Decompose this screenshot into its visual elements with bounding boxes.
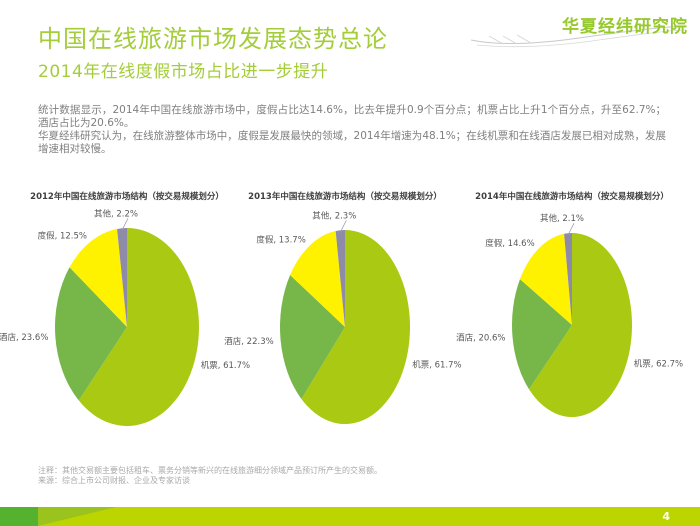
pie-slice-other <box>117 228 127 327</box>
pie-slice-vacation <box>290 231 345 327</box>
pie-slice-vacation <box>69 228 127 327</box>
chart-title-2014: 2014年中国在线旅游市场结构（按交易规模划分） <box>475 192 669 202</box>
pie-label-hotel: 酒店, 20.6% <box>456 332 505 343</box>
pie-leader-line <box>339 220 347 233</box>
pie-label-air-ticket: 机票, 62.7% <box>634 359 683 370</box>
chart-2012: 2012年中国在线旅游市场结构（按交易规模划分） 机票, 61.7% 酒店, 23… <box>0 190 250 440</box>
pie-slice-other <box>335 230 345 327</box>
pie-chart-2014: 机票, 62.7% 酒店, 20.6% 度假, 14.6% 其他, 2.1% <box>456 213 683 417</box>
pie-label-air-ticket: 机票, 61.7% <box>201 360 250 371</box>
pie-slice-hotel <box>55 267 127 401</box>
pie-label-hotel: 酒店, 23.6% <box>0 332 48 343</box>
page-title: 中国在线旅游市场发展态势总论 <box>38 25 388 53</box>
pie-label-vacation: 度假, 13.7% <box>256 235 305 246</box>
bottom-bar-accent-triangle <box>38 507 116 526</box>
logo-text: 华夏经纬研究院 <box>562 17 688 37</box>
pie-label-vacation: 度假, 12.5% <box>38 231 87 242</box>
pie-slice-air-ticket <box>78 228 200 426</box>
pie-chart-2013: 机票, 61.7% 酒店, 22.3% 度假, 13.7% 其他, 2.3% <box>224 210 462 424</box>
intro-text: 统计数据显示，2014年中国在线旅游市场中，度假占比达14.6%，比去年提升0.… <box>38 104 666 156</box>
logo: 华夏经纬研究院 <box>470 10 690 52</box>
logo-swoosh-icon <box>470 25 686 48</box>
pie-label-hotel: 酒店, 22.3% <box>224 336 273 347</box>
pie-slice-vacation <box>519 233 572 325</box>
chart-title-2013: 2013年中国在线旅游市场结构（按交易规模划分） <box>248 192 442 202</box>
pie-label-vacation: 度假, 14.6% <box>485 238 534 249</box>
footnote-note: 注释：其他交易额主要包括租车、票务分销等新兴的在线旅游细分领域产品预订所产生的交… <box>38 466 382 475</box>
pie-label-air-ticket: 机票, 61.7% <box>412 359 461 370</box>
pie-leader-line <box>567 223 575 236</box>
pie-slice-air-ticket <box>529 233 632 417</box>
chart-2013: 2013年中国在线旅游市场结构（按交易规模划分） 机票, 61.7% 酒店, 22… <box>224 190 462 440</box>
footnote-source: 来源：综合上市公司财报、企业及专家访谈 <box>38 476 190 485</box>
intro-paragraph-2: 华夏经纬研究认为，在线旅游整体市场中，度假是发展最快的领域，2014年增速为48… <box>38 130 666 155</box>
chart-2014: 2014年中国在线旅游市场结构（按交易规模划分） 机票, 62.7% 酒店, 20… <box>456 190 687 440</box>
pie-leader-line <box>121 218 129 231</box>
pie-slice-air-ticket <box>301 230 411 424</box>
page-number: 4 <box>662 510 670 523</box>
bottom-bar-accent-rect <box>0 507 38 526</box>
pie-slice-other <box>564 233 572 325</box>
intro-paragraph-1: 统计数据显示，2014年中国在线旅游市场中，度假占比达14.6%，比去年提升0.… <box>38 104 666 129</box>
pie-slice-hotel <box>280 275 345 399</box>
page-subtitle: 2014年在线度假市场占比进一步提升 <box>38 62 329 82</box>
pie-label-other: 其他, 2.1% <box>540 213 584 224</box>
pie-label-other: 其他, 2.2% <box>94 208 138 219</box>
pie-chart-2012: 机票, 61.7% 酒店, 23.6% 度假, 12.5% 其他, 2.2% <box>0 208 250 426</box>
footnotes: 注释：其他交易额主要包括租车、票务分销等新兴的在线旅游细分领域产品预订所产生的交… <box>38 466 658 486</box>
pie-label-other: 其他, 2.3% <box>312 210 356 221</box>
bottom-bar: 4 <box>0 507 700 526</box>
chart-title-2012: 2012年中国在线旅游市场结构（按交易规模划分） <box>30 192 224 202</box>
pie-slice-hotel <box>512 279 572 390</box>
